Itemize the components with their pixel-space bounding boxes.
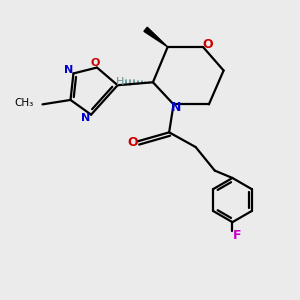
Text: N: N [81, 113, 90, 123]
Text: N: N [64, 65, 73, 75]
Text: O: O [202, 38, 213, 50]
Text: F: F [232, 229, 241, 242]
Text: N: N [171, 101, 182, 114]
Text: O: O [91, 58, 100, 68]
Text: CH₃: CH₃ [14, 98, 34, 108]
Polygon shape [144, 27, 168, 47]
Text: O: O [127, 136, 138, 149]
Text: H: H [116, 77, 125, 87]
